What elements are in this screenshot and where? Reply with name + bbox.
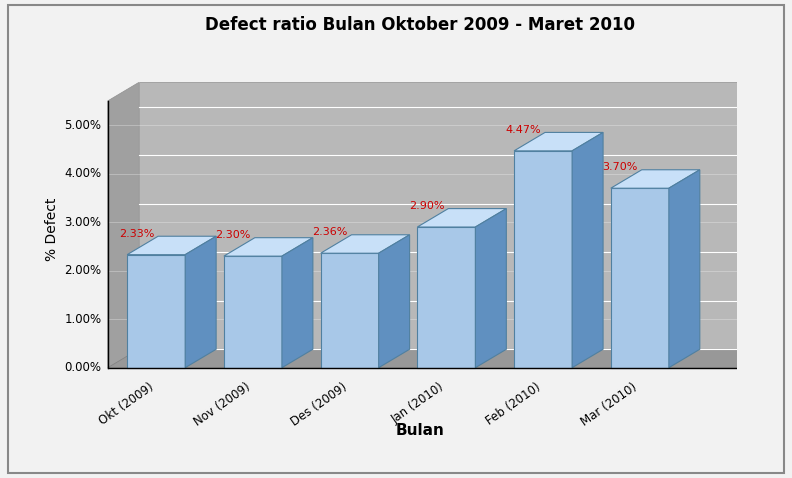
Text: 2.00%: 2.00% (64, 264, 101, 277)
Text: 2.90%: 2.90% (409, 201, 444, 211)
Text: Des (2009): Des (2009) (289, 380, 349, 429)
Polygon shape (128, 255, 185, 368)
Polygon shape (224, 238, 313, 256)
Polygon shape (514, 132, 603, 151)
Polygon shape (475, 208, 506, 368)
Polygon shape (321, 253, 379, 368)
Polygon shape (417, 227, 475, 368)
Text: Defect ratio Bulan Oktober 2009 - Maret 2010: Defect ratio Bulan Oktober 2009 - Maret … (205, 16, 634, 34)
Polygon shape (185, 236, 216, 368)
Text: 0.00%: 0.00% (64, 361, 101, 374)
Polygon shape (139, 82, 777, 349)
Polygon shape (379, 235, 409, 368)
Text: 5.00%: 5.00% (64, 119, 101, 131)
Text: 2.33%: 2.33% (119, 229, 154, 239)
Polygon shape (108, 82, 139, 368)
Text: Okt (2009): Okt (2009) (97, 380, 156, 428)
Text: % Defect: % Defect (45, 198, 59, 261)
Polygon shape (282, 238, 313, 368)
Polygon shape (611, 170, 700, 188)
Text: 3.70%: 3.70% (603, 163, 638, 172)
Text: Nov (2009): Nov (2009) (192, 380, 253, 429)
Polygon shape (669, 170, 700, 368)
Polygon shape (128, 236, 216, 255)
Text: Jan (2010): Jan (2010) (389, 380, 447, 426)
Text: Feb (2010): Feb (2010) (484, 380, 543, 428)
Text: Mar (2010): Mar (2010) (579, 380, 640, 429)
Text: 4.47%: 4.47% (505, 125, 541, 135)
Text: Bulan: Bulan (395, 424, 444, 438)
Polygon shape (572, 132, 603, 368)
Text: 1.00%: 1.00% (64, 313, 101, 326)
Text: 3.00%: 3.00% (64, 216, 101, 228)
Text: 4.00%: 4.00% (64, 167, 101, 180)
Polygon shape (224, 256, 282, 368)
Polygon shape (108, 349, 777, 368)
Polygon shape (321, 235, 409, 253)
Text: 2.36%: 2.36% (312, 228, 348, 237)
Polygon shape (417, 208, 506, 227)
Polygon shape (514, 151, 572, 368)
Polygon shape (611, 188, 669, 368)
Text: 2.30%: 2.30% (215, 230, 251, 240)
